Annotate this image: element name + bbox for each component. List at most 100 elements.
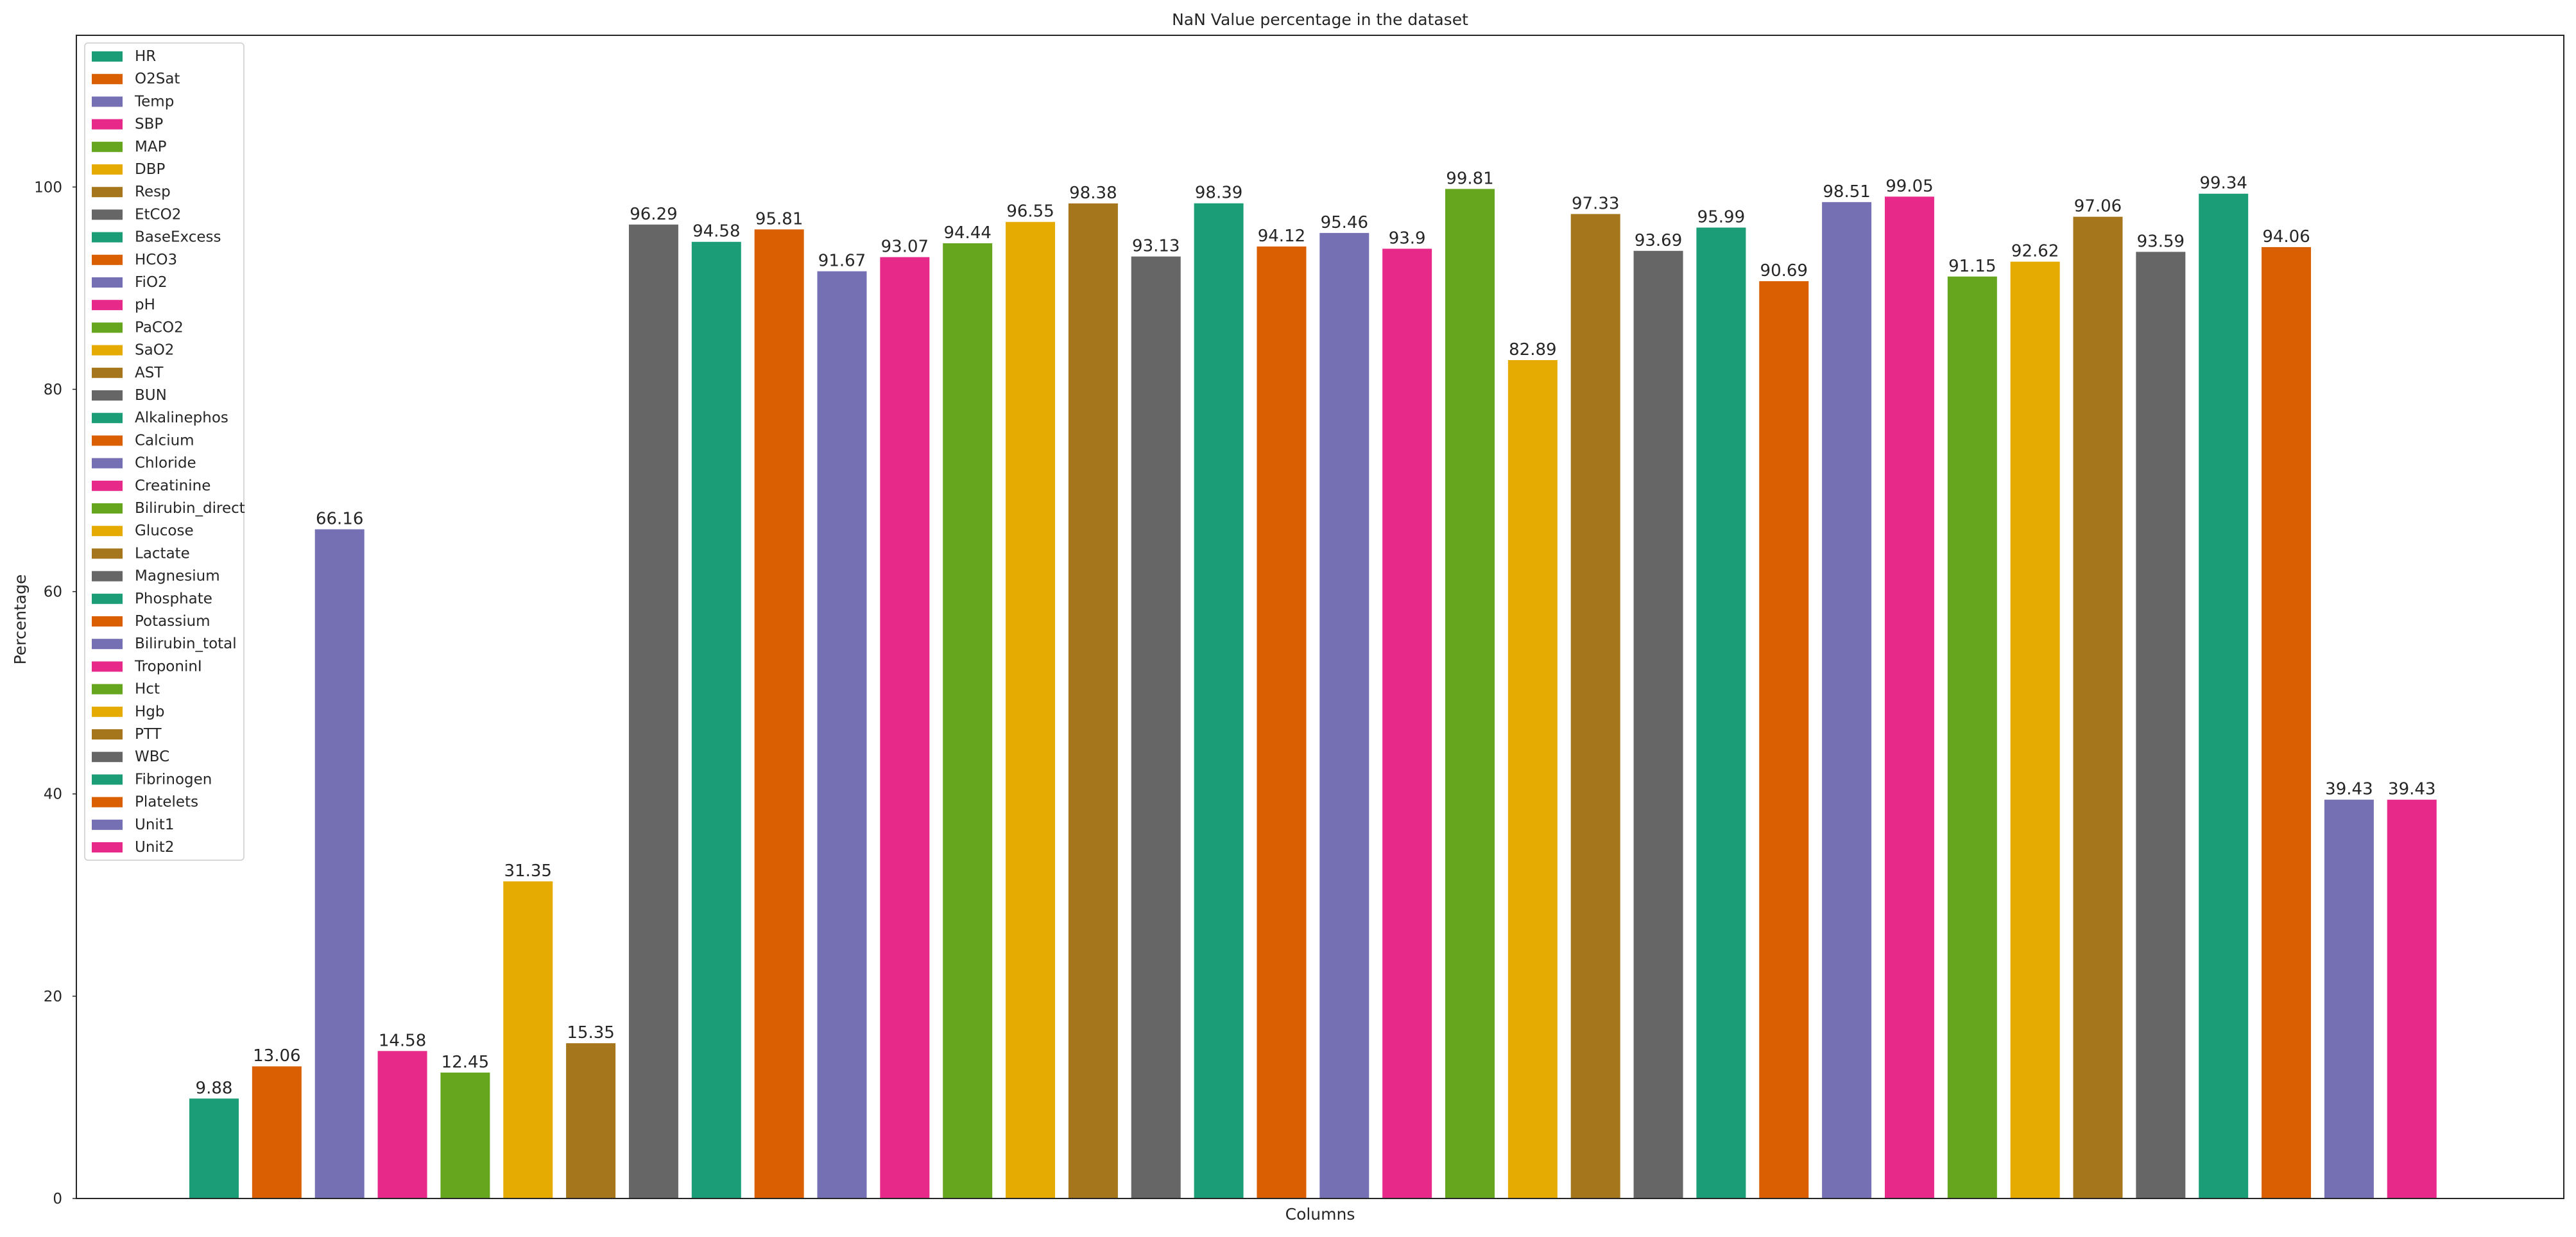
bar-bilirubin_total xyxy=(1822,202,1872,1198)
legend-swatch xyxy=(92,684,123,695)
y-tick-label: 40 xyxy=(44,786,62,803)
bar-etco2 xyxy=(628,224,678,1198)
legend-swatch xyxy=(92,209,123,220)
bar-value-label: 97.06 xyxy=(2074,197,2122,216)
bar-dbp xyxy=(503,881,553,1198)
bar-fio2 xyxy=(817,271,867,1199)
bar-value-label: 95.81 xyxy=(755,209,803,229)
bar-value-label: 99.34 xyxy=(2199,174,2247,193)
legend-label: HR xyxy=(135,48,156,65)
legend-swatch xyxy=(92,277,123,288)
bar-value-label: 91.15 xyxy=(1948,257,1996,276)
legend-swatch xyxy=(92,345,123,356)
y-axis-label: Percentage xyxy=(11,575,30,665)
legend-label: MAP xyxy=(135,139,167,155)
bar-value-label: 99.81 xyxy=(1446,169,1493,188)
legend-label: Unit2 xyxy=(135,839,174,856)
legend-label: Creatinine xyxy=(135,478,210,494)
legend-label: O2Sat xyxy=(135,71,180,87)
bar-hco3 xyxy=(754,229,804,1198)
bar-map xyxy=(440,1072,490,1198)
bar-hgb xyxy=(2010,261,2060,1198)
legend-swatch xyxy=(92,187,123,198)
bar-value-label: 96.29 xyxy=(630,205,677,224)
bar-value-label: 14.58 xyxy=(379,1031,426,1050)
legend-swatch xyxy=(92,141,123,152)
bar-value-label: 93.13 xyxy=(1132,237,1180,256)
y-tick-label: 60 xyxy=(44,584,62,601)
legend-swatch xyxy=(92,74,123,85)
legend-swatch xyxy=(92,96,123,107)
bar-value-label: 15.35 xyxy=(567,1023,614,1042)
bar-value-label: 93.9 xyxy=(1389,229,1426,248)
bar-bun xyxy=(1131,256,1181,1199)
bar-value-label: 39.43 xyxy=(2388,780,2435,799)
value-labels-group: 9.88 13.06 66.16 14.58 12.45 31.35 15.35 96.29 9… xyxy=(196,169,2436,1098)
bar-value-label: 94.44 xyxy=(943,223,991,243)
bar-bilirubin_direct xyxy=(1445,189,1495,1198)
bar-value-label: 96.55 xyxy=(1006,202,1054,221)
legend-swatch xyxy=(92,571,123,582)
bar-value-label: 93.07 xyxy=(881,238,929,257)
bar-value-label: 92.62 xyxy=(2011,242,2059,261)
legend-label: Resp xyxy=(135,184,171,200)
chart-title: NaN Value percentage in the dataset xyxy=(1172,10,1468,29)
bar-value-label: 99.05 xyxy=(1885,177,1933,196)
legend-label: HCO3 xyxy=(135,252,177,268)
legend-label: Phosphate xyxy=(135,591,212,607)
legend-swatch xyxy=(92,300,123,311)
legend-swatch xyxy=(92,548,123,559)
legend-swatch xyxy=(92,526,123,537)
y-axis-ticks: 0 20 40 60 80 100 xyxy=(34,179,76,1207)
bar-phosphate xyxy=(1696,227,1746,1198)
legend-label: Chloride xyxy=(135,455,196,472)
bar-value-label: 66.16 xyxy=(316,510,363,529)
legend-label: FiO2 xyxy=(135,274,167,291)
bar-sbp xyxy=(377,1051,427,1198)
bar-value-label: 98.51 xyxy=(1823,182,1870,202)
legend-label: Bilirubin_direct xyxy=(135,500,245,517)
bar-lactate xyxy=(1570,214,1620,1198)
bar-value-label: 13.06 xyxy=(253,1046,300,1066)
legend-label: BaseExcess xyxy=(135,229,221,246)
bar-value-label: 95.99 xyxy=(1697,208,1745,227)
bar-value-label: 98.39 xyxy=(1195,184,1242,203)
legend-label: Temp xyxy=(134,93,174,110)
legend-label: Calcium xyxy=(135,432,194,449)
y-tick-label: 100 xyxy=(34,179,62,196)
bar-paco2 xyxy=(943,243,993,1198)
legend-swatch xyxy=(92,616,123,627)
bar-hr xyxy=(189,1098,239,1198)
bar-unit2 xyxy=(2387,799,2437,1198)
legend-label: DBP xyxy=(135,161,165,178)
legend-label: PTT xyxy=(135,726,162,743)
bar-chloride xyxy=(1319,232,1370,1198)
legend-swatch xyxy=(92,254,123,265)
bar-sao2 xyxy=(1006,221,1056,1199)
bar-ptt xyxy=(2073,216,2123,1198)
legend-swatch xyxy=(92,729,123,740)
bar-unit1 xyxy=(2324,799,2374,1198)
x-axis-label: Columns xyxy=(1285,1205,1355,1224)
bar-value-label: 9.88 xyxy=(196,1078,233,1098)
bar-troponini xyxy=(1884,196,1934,1198)
bar-value-label: 93.59 xyxy=(2137,232,2185,251)
legend-swatch xyxy=(92,706,123,717)
legend-label: Magnesium xyxy=(135,568,220,585)
legend-label: Bilirubin_total xyxy=(135,636,237,652)
legend-swatch xyxy=(92,458,123,469)
legend-swatch xyxy=(92,232,123,243)
bars-group xyxy=(189,189,2437,1199)
legend-label: Hct xyxy=(135,681,160,698)
legend-label: Glucose xyxy=(135,523,194,539)
legend-swatch xyxy=(92,819,123,830)
bar-ph xyxy=(880,257,930,1198)
legend-swatch xyxy=(92,164,123,175)
legend-label: Unit1 xyxy=(135,817,174,833)
bar-magnesium xyxy=(1633,250,1683,1198)
legend-label: EtCO2 xyxy=(135,206,181,223)
legend-label: SaO2 xyxy=(135,342,174,359)
legend-swatch xyxy=(92,480,123,491)
legend-label: TroponinI xyxy=(134,658,202,675)
